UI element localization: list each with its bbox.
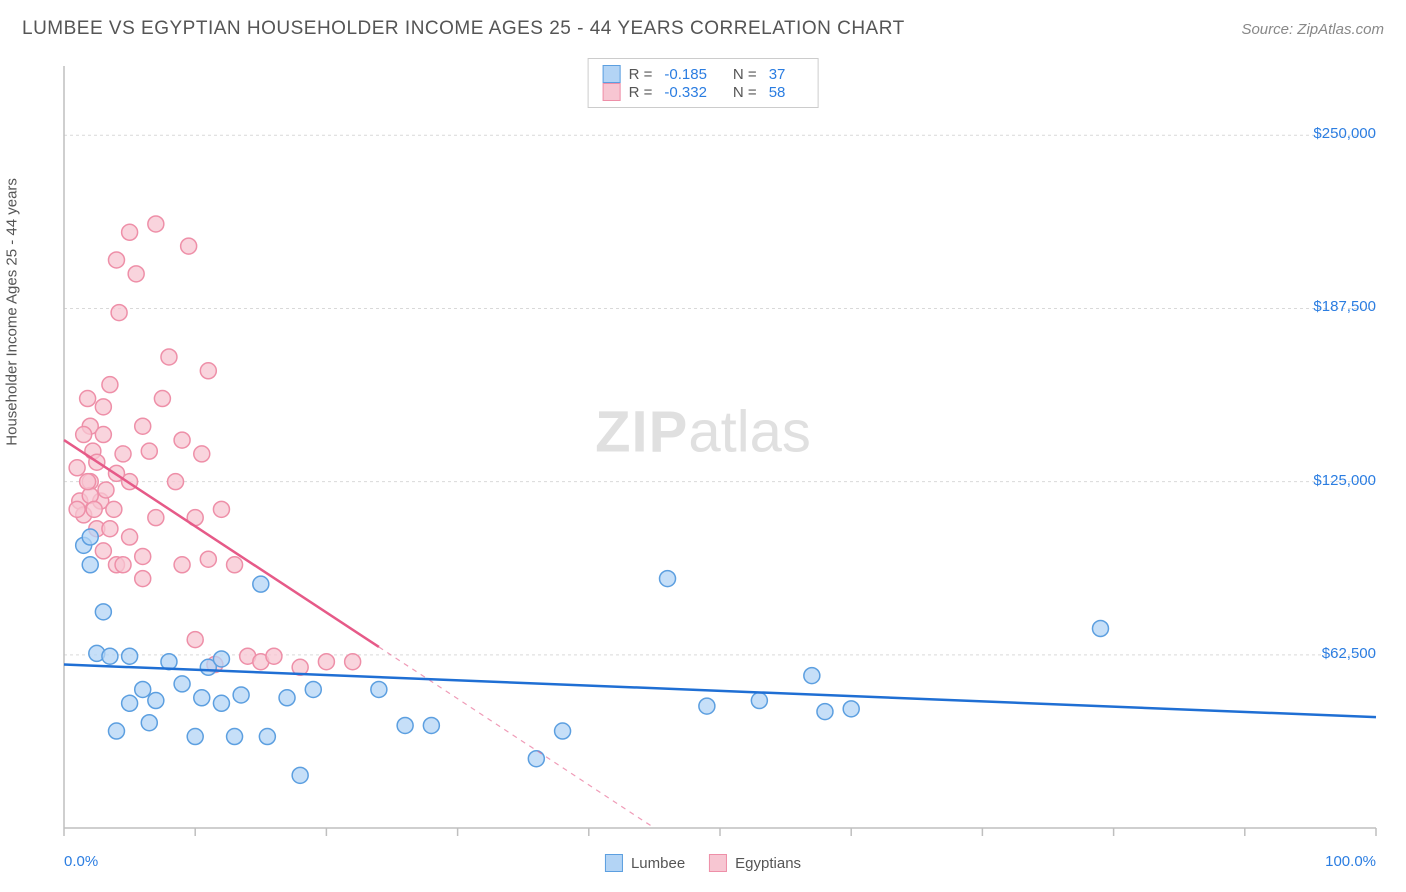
- legend-item-lumbee: Lumbee: [605, 854, 685, 872]
- n-label: N =: [733, 66, 757, 83]
- legend-row-lumbee: R = -0.185 N = 37: [603, 65, 804, 83]
- n-label: N =: [733, 84, 757, 101]
- chart-title: LUMBEE VS EGYPTIAN HOUSEHOLDER INCOME AG…: [22, 18, 905, 40]
- legend-row-egyptians: R = -0.332 N = 58: [603, 83, 804, 101]
- x-axis-max-label: 100.0%: [1325, 853, 1376, 870]
- source-attribution: Source: ZipAtlas.com: [1241, 21, 1384, 38]
- legend-label-lumbee: Lumbee: [631, 855, 685, 872]
- legend-swatch-lumbee: [603, 65, 621, 83]
- lumbee-r-value: -0.185: [664, 66, 707, 83]
- scatter-plot-svg: [22, 58, 1384, 870]
- x-axis-min-label: 0.0%: [64, 853, 98, 870]
- y-tick-label: $62,500: [1322, 645, 1376, 662]
- legend-swatch-egyptians: [603, 83, 621, 101]
- r-label: R =: [629, 66, 653, 83]
- legend-swatch-egyptians: [709, 854, 727, 872]
- y-tick-label: $125,000: [1313, 472, 1376, 489]
- legend-item-egyptians: Egyptians: [709, 854, 801, 872]
- chart-header: LUMBEE VS EGYPTIAN HOUSEHOLDER INCOME AG…: [0, 0, 1406, 52]
- legend-label-egyptians: Egyptians: [735, 855, 801, 872]
- chart-area: Householder Income Ages 25 - 44 years ZI…: [22, 58, 1384, 870]
- r-label: R =: [629, 84, 653, 101]
- egyptians-r-value: -0.332: [664, 84, 707, 101]
- series-legend: Lumbee Egyptians: [605, 854, 801, 872]
- correlation-legend: R = -0.185 N = 37 R = -0.332 N = 58: [588, 58, 819, 108]
- y-tick-label: $250,000: [1313, 125, 1376, 142]
- legend-swatch-lumbee: [605, 854, 623, 872]
- lumbee-n-value: 37: [769, 66, 786, 83]
- y-axis-label: Householder Income Ages 25 - 44 years: [4, 178, 21, 446]
- y-tick-label: $187,500: [1313, 298, 1376, 315]
- egyptians-n-value: 58: [769, 84, 786, 101]
